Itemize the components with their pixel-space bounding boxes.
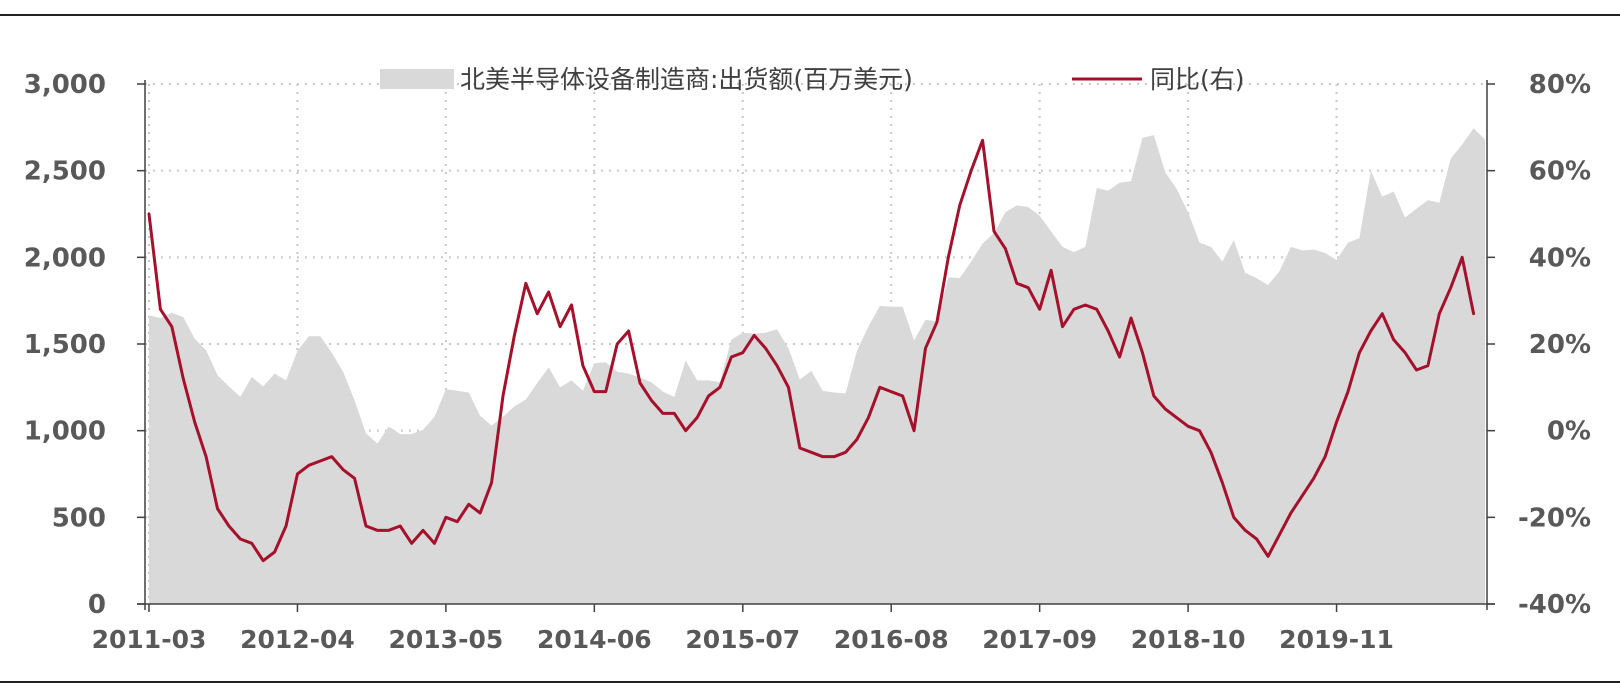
x-tick-label: 2016-08 <box>834 625 949 654</box>
right-tick-label: -40% <box>1518 590 1591 620</box>
x-tick-label: 2013-05 <box>389 625 504 654</box>
right-tick-label: 60% <box>1529 157 1591 187</box>
x-tick-label: 2017-09 <box>982 625 1097 654</box>
legend: 北美半导体设备制造商:出货额(百万美元) 同比(右) <box>380 65 1245 94</box>
x-axis-ticks: 2011-03 2012-04 2013-05 2014-06 2015-07 2016-… <box>92 625 1394 654</box>
left-tick-label: 1,500 <box>24 330 106 360</box>
left-axis-ticks: 0 500 1,000 1,500 2,000 2,500 3,000 <box>24 70 106 620</box>
x-tick-label: 2015-07 <box>685 625 800 654</box>
left-tick-label: 1,000 <box>24 417 106 447</box>
legend-label-line: 同比(右) <box>1150 65 1245 94</box>
shipments-area <box>149 128 1485 604</box>
right-tick-label: 40% <box>1529 243 1591 273</box>
axes <box>137 80 1495 612</box>
left-tick-label: 2,000 <box>24 243 106 273</box>
left-tick-label: 2,500 <box>24 157 106 187</box>
legend-label-area: 北美半导体设备制造商:出货额(百万美元) <box>460 65 913 94</box>
right-tick-label: 20% <box>1529 330 1591 360</box>
right-tick-label: 0% <box>1547 417 1591 447</box>
x-tick-label: 2014-06 <box>537 625 652 654</box>
x-tick-label: 2018-10 <box>1131 625 1246 654</box>
right-axis-ticks: -40% -20% 0% 20% 40% 60% 80% <box>1518 70 1591 620</box>
right-tick-label: -20% <box>1518 503 1591 533</box>
legend-swatch-area <box>380 69 454 89</box>
right-tick-label: 80% <box>1529 70 1591 100</box>
left-tick-label: 500 <box>52 503 106 533</box>
x-tick-label: 2019-11 <box>1279 625 1394 654</box>
left-tick-label: 3,000 <box>24 70 106 100</box>
x-tick-label: 2012-04 <box>240 625 355 654</box>
left-tick-label: 0 <box>88 590 106 620</box>
x-tick-label: 2011-03 <box>92 625 207 654</box>
yoy-line <box>147 138 1476 563</box>
